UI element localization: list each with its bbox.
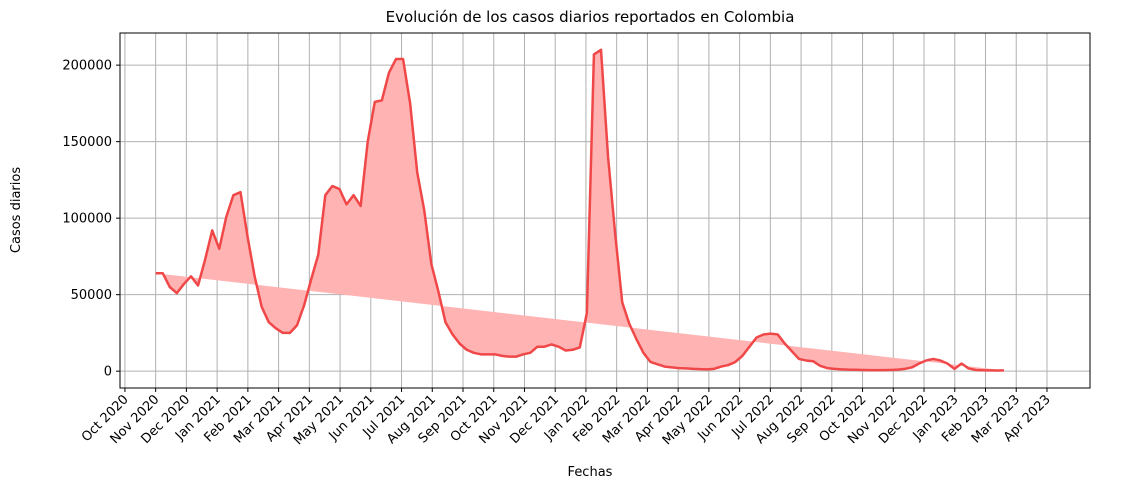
series-area-fill: [155, 49, 1004, 371]
y-tick-label: 0: [104, 365, 112, 380]
x-axis-label: Fechas: [568, 465, 613, 480]
chart-title: Evolución de los casos diarios reportado…: [386, 8, 795, 26]
y-tick-label: 50000: [71, 288, 112, 303]
y-tick-label: 100000: [62, 212, 112, 227]
y-axis-label: Casos diarios: [9, 167, 24, 253]
series-line: [155, 48, 1004, 372]
plot-frame: [119, 32, 1091, 389]
y-tick-label: 150000: [62, 135, 112, 150]
y-tick-label: 200000: [62, 59, 112, 74]
